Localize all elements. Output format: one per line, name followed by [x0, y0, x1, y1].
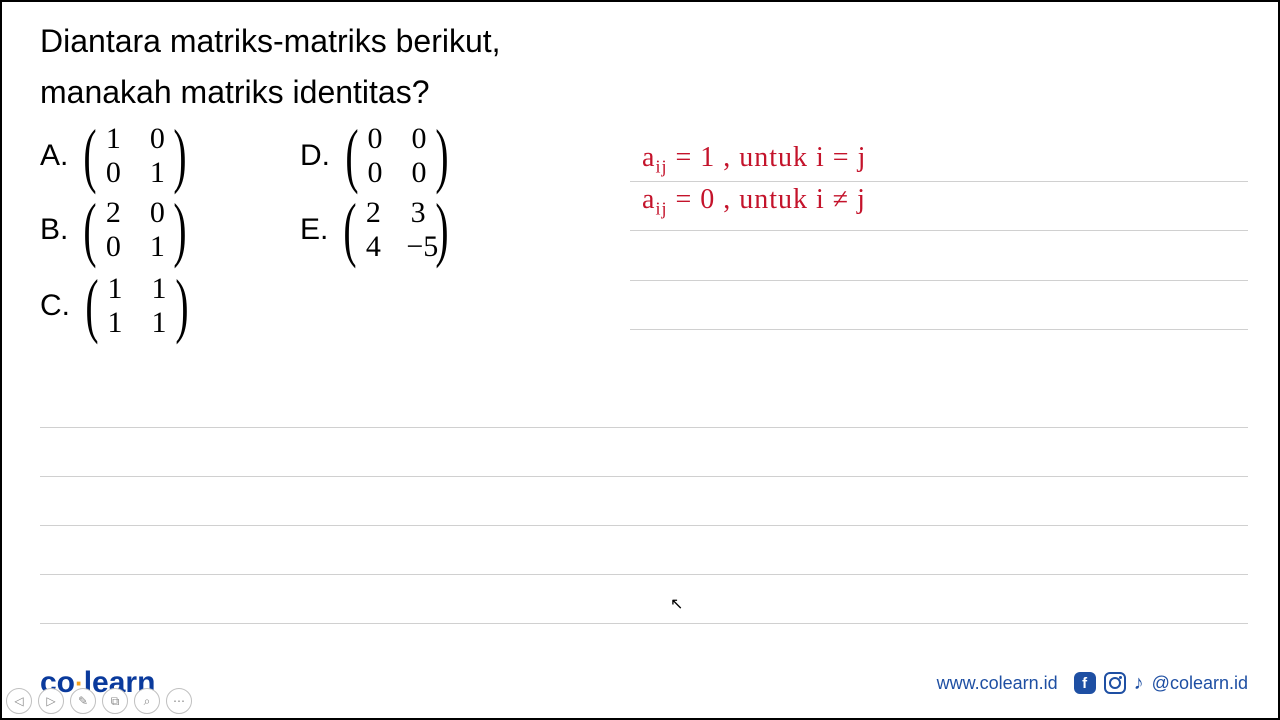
option-a-matrix: ( 10 01 )	[78, 122, 192, 190]
player-pen-button[interactable]: ✎	[70, 688, 96, 714]
option-c-matrix: ( 11 11 )	[80, 272, 194, 340]
question-line-1: Diantara matriks-matriks berikut,	[40, 16, 640, 67]
hw-line-2: aij = 0 , untuk i ≠ j	[642, 184, 866, 220]
facebook-icon[interactable]: f	[1074, 672, 1096, 694]
question-line-2: manakah matriks identitas?	[40, 67, 640, 118]
ruled-line	[630, 230, 1248, 231]
ruled-line	[40, 574, 1248, 575]
tiktok-icon[interactable]: ♪	[1134, 672, 1144, 695]
option-e[interactable]: E. ( 23 4−5 )	[300, 196, 454, 264]
ruled-line	[40, 476, 1248, 477]
option-d-matrix: ( 00 00 )	[340, 122, 454, 190]
hw-line-1: aij = 1 , untuk i = j	[642, 142, 866, 178]
player-frame-button[interactable]: ⧉	[102, 688, 128, 714]
handwritten-notes: aij = 1 , untuk i = j aij = 0 , untuk i …	[642, 142, 866, 225]
option-a[interactable]: A. ( 10 01 )	[40, 122, 194, 190]
player-play-button[interactable]: ▷	[38, 688, 64, 714]
option-b-matrix: ( 20 01 )	[78, 196, 192, 264]
player-controls: ◁ ▷ ✎ ⧉ ⌕ ⋯	[6, 688, 192, 714]
player-more-button[interactable]: ⋯	[166, 688, 192, 714]
mouse-cursor-icon: ↖	[670, 594, 683, 614]
question-block: Diantara matriks-matriks berikut, manaka…	[40, 16, 640, 118]
ruled-line	[630, 181, 1248, 182]
footer: co·learn www.colearn.id f ♪ @colearn.id	[40, 666, 1248, 700]
option-e-matrix: ( 23 4−5 )	[338, 196, 454, 264]
ruled-line	[40, 623, 1248, 624]
instagram-icon[interactable]	[1104, 672, 1126, 694]
option-b[interactable]: B. ( 20 01 )	[40, 196, 194, 264]
ruled-line	[40, 427, 1248, 428]
ruled-line	[40, 525, 1248, 526]
option-d[interactable]: D. ( 00 00 )	[300, 122, 454, 190]
ruled-line	[630, 280, 1248, 281]
option-e-label: E.	[300, 213, 328, 247]
option-b-label: B.	[40, 213, 68, 247]
ruled-line	[630, 329, 1248, 330]
footer-url[interactable]: www.colearn.id	[937, 673, 1058, 694]
social-handle[interactable]: @colearn.id	[1152, 673, 1248, 694]
social-links: f ♪ @colearn.id	[1074, 672, 1248, 695]
player-back-button[interactable]: ◁	[6, 688, 32, 714]
option-c[interactable]: C. ( 11 11 )	[40, 270, 194, 340]
option-c-label: C.	[40, 289, 70, 323]
option-d-label: D.	[300, 139, 330, 173]
option-a-label: A.	[40, 139, 68, 173]
player-zoom-button[interactable]: ⌕	[134, 688, 160, 714]
